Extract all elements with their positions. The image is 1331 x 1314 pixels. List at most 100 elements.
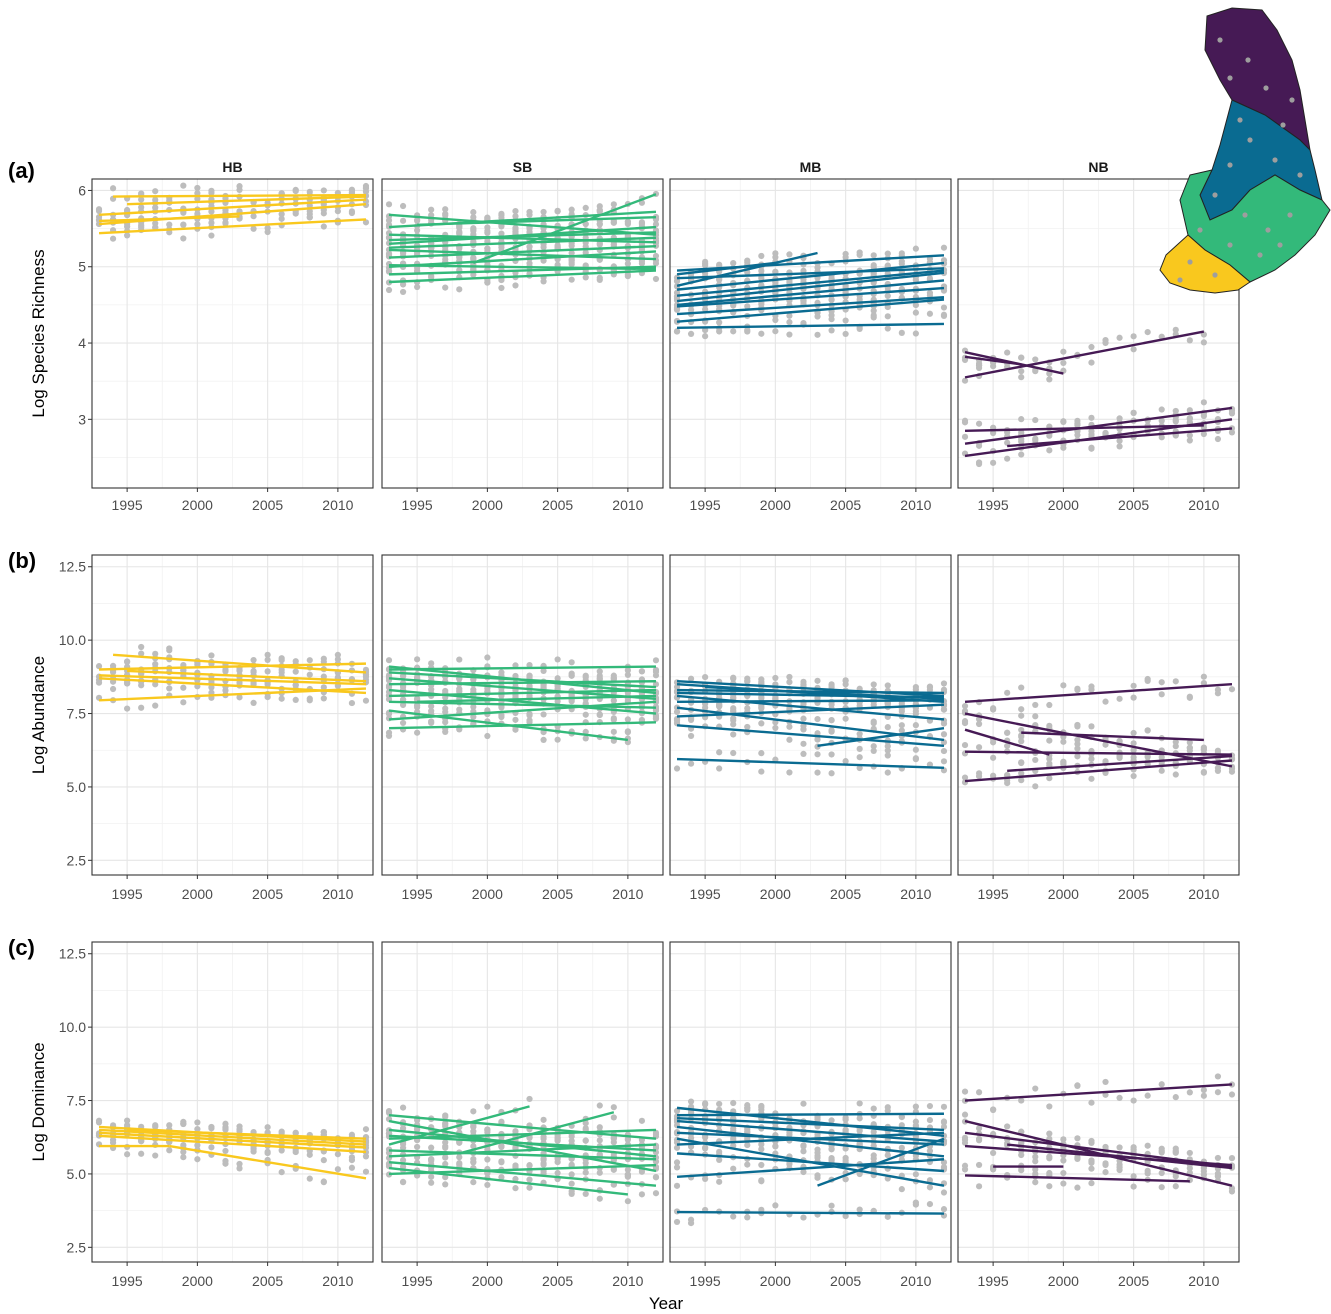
data-point [856, 745, 863, 752]
data-point [786, 331, 793, 338]
data-point [526, 1162, 533, 1169]
data-point [442, 687, 449, 695]
data-point [152, 702, 159, 709]
data-point [786, 723, 793, 730]
data-point [596, 240, 603, 247]
data-point [990, 1149, 997, 1157]
x-axis-title: Year [649, 1294, 684, 1313]
x-tick-label: 2005 [830, 1273, 861, 1289]
data-point [758, 252, 765, 260]
data-point [498, 284, 505, 292]
data-point [1032, 435, 1039, 442]
data-point [1032, 416, 1039, 424]
data-point [442, 284, 449, 291]
trend-line-SB-6 [388, 1143, 657, 1158]
data-point [484, 732, 491, 740]
data-point [568, 659, 575, 666]
trend-line-NB-6 [1007, 1143, 1233, 1170]
data-point [786, 769, 793, 776]
data-point [498, 244, 505, 251]
x-tick-label: 1995 [978, 886, 1009, 902]
map-site-point [1237, 117, 1243, 123]
data-point [1158, 1147, 1165, 1155]
data-point [442, 1144, 449, 1151]
x-tick-label: 2010 [900, 886, 931, 902]
trend-line-SB-1 [388, 1119, 657, 1173]
map-site-point [1272, 157, 1278, 163]
trend-lines-c-NB [964, 1083, 1233, 1187]
x-tick-label: 2005 [252, 497, 283, 513]
data-point [1046, 447, 1053, 454]
panel-border [381, 554, 664, 876]
data-point [498, 230, 505, 237]
trend-line-HB-2 [98, 1131, 367, 1149]
data-point [1032, 713, 1039, 720]
data-point [1018, 1097, 1025, 1104]
data-point [652, 252, 660, 260]
data-point [884, 747, 891, 754]
data-point [990, 705, 997, 712]
data-point [1116, 443, 1123, 450]
data-point [772, 328, 779, 335]
trend-line-NB-0 [964, 1083, 1233, 1102]
y-tick-label: 6 [78, 182, 86, 198]
trend-line-HB-5 [169, 1144, 367, 1180]
data-point [1088, 1137, 1095, 1145]
data-point [526, 712, 533, 719]
data-point [1032, 756, 1039, 764]
data-point [596, 711, 603, 719]
data-point [842, 1145, 849, 1152]
data-point [470, 703, 477, 710]
data-point [1214, 747, 1222, 754]
y-tick-label: 7.5 [67, 1093, 87, 1109]
data-point [596, 274, 603, 281]
data-point [926, 1147, 934, 1155]
data-point [1088, 343, 1095, 351]
data-point [540, 736, 547, 744]
x-tick-label: 2000 [472, 1273, 503, 1289]
data-point [1200, 679, 1207, 687]
data-point [1214, 1154, 1222, 1162]
x-tick-label: 2010 [1188, 1273, 1219, 1289]
data-point [716, 319, 723, 326]
data-point [1102, 698, 1109, 705]
data-point [1032, 1085, 1039, 1092]
data-point [870, 307, 877, 314]
data-point [673, 1159, 681, 1166]
data-point [940, 1164, 948, 1171]
data-point [926, 310, 934, 317]
data-point [961, 1139, 969, 1146]
data-point [870, 747, 877, 755]
data-point [320, 1157, 327, 1164]
trend-line-MB-2 [676, 1119, 945, 1143]
data-point [362, 697, 370, 704]
data-point [498, 1174, 505, 1181]
data-point [138, 650, 145, 657]
data-point [1018, 759, 1025, 766]
data-point [912, 1201, 919, 1208]
data-point [610, 219, 617, 226]
data-point [610, 1114, 617, 1121]
data-point [1046, 1130, 1053, 1137]
data-point [884, 1152, 891, 1159]
data-point [1018, 706, 1025, 713]
trend-line-MB-8 [677, 322, 944, 329]
data-point [596, 1195, 603, 1202]
data-point [673, 765, 681, 772]
trend-line-MB-3 [676, 269, 945, 297]
data-point [898, 260, 905, 267]
data-point [278, 655, 285, 662]
x-tick-label: 2000 [760, 497, 791, 513]
data-point [1060, 348, 1067, 355]
trend-line-NB-2 [964, 355, 1022, 366]
data-point [758, 1102, 765, 1110]
data-point [884, 250, 891, 257]
data-point [414, 217, 421, 224]
data-point [264, 1149, 271, 1157]
data-point [1214, 435, 1222, 443]
data-point [554, 208, 561, 215]
data-point [828, 327, 835, 334]
trend-line-MB-4 [676, 271, 945, 303]
y-tick-label: 7.5 [67, 706, 87, 722]
data-point [961, 1134, 969, 1141]
